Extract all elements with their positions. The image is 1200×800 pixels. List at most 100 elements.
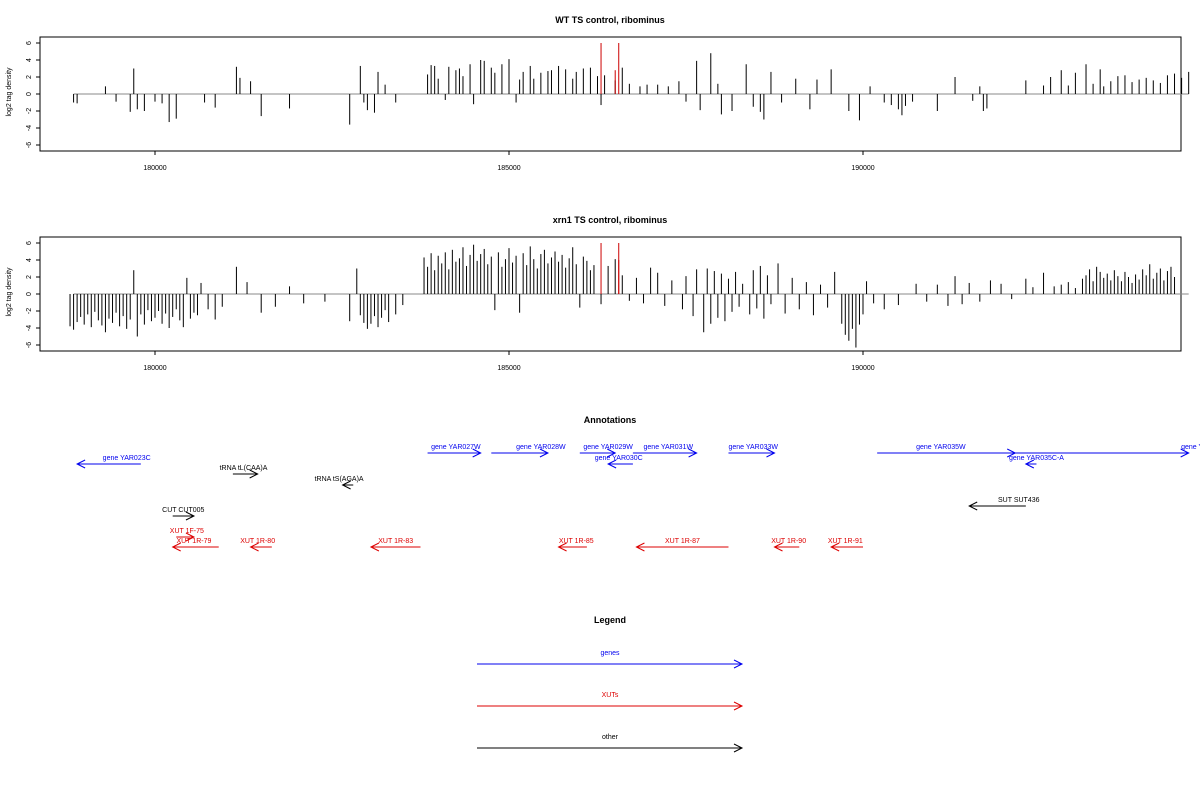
feature-label: XUT 1R-87: [665, 538, 700, 545]
arrow-head: [733, 659, 744, 669]
feature-label: XUT 1R-90: [771, 538, 806, 545]
arrow-head: [369, 542, 380, 552]
arrow-head: [1180, 448, 1190, 458]
x-tick-label: 185000: [497, 165, 520, 172]
y-tick-label: -6: [26, 142, 33, 148]
feature-label: gene YAR023C: [103, 455, 151, 462]
feature-label: gene YAR035C-A: [1009, 455, 1064, 462]
y-axis-label: log2 tag density: [6, 267, 13, 317]
annotation-feature: gene YAR035W: [877, 444, 1017, 458]
panel-wt: WT TS control, ribominus log2 tag densit…: [6, 15, 1190, 172]
annotation-feature: XUT 1R-87: [635, 538, 729, 552]
annotation-feature: XUT 1R-79: [171, 538, 219, 552]
arrow-head: [773, 542, 783, 552]
arrow-head: [607, 459, 617, 469]
annotations-panel: Annotations gene YAR023C tRNA tL(CAA)A tRN…: [76, 415, 1200, 552]
annotation-feature: XUT 1R-80: [240, 538, 275, 552]
arrow-head: [76, 459, 86, 469]
y-tick-label: -6: [26, 342, 33, 348]
arrow-head: [472, 448, 482, 458]
legend-label: XUTs: [602, 692, 619, 699]
arrow-head: [249, 469, 259, 479]
y-tick-label: -2: [26, 308, 33, 314]
arrow-head: [733, 743, 744, 753]
legend-entry: other: [477, 734, 744, 753]
y-tick-label: 2: [26, 275, 33, 279]
arrow-head: [557, 542, 567, 552]
feature-label: XUT 1R-80: [240, 538, 275, 545]
annotation-feature: gene YAR023C: [76, 455, 151, 469]
y-tick-label: 0: [26, 92, 33, 96]
feature-label: gene YAR033W: [728, 444, 778, 451]
arrow-head: [1024, 459, 1035, 469]
panel-title: WT TS control, ribominus: [555, 15, 665, 25]
x-tick-label: 180000: [143, 365, 166, 372]
annotation-feature: gene YAR031W: [632, 444, 698, 458]
plot-area: -6 -4 -2 0 2 4 6 180000 185000 190000: [26, 241, 1189, 372]
feature-label: tRNA tL(CAA)A: [220, 465, 268, 472]
y-tick-label: -4: [26, 125, 33, 131]
annotation-feature: gene YAR030C: [595, 455, 643, 469]
annotation-feature: SUT SUT436: [968, 497, 1040, 511]
annotation-feature: CUT CUT005: [162, 507, 205, 521]
y-tick-label: 4: [26, 258, 33, 262]
annotation-feature: XUT 1R-90: [771, 538, 806, 552]
annotation-feature: gene YAR035C-A: [1009, 455, 1064, 469]
arrow-head: [249, 542, 259, 552]
arrow-head: [830, 542, 840, 552]
legend-label: genes: [600, 650, 620, 657]
annotation-feature: gene YAR029W: [579, 444, 633, 458]
y-tick-label: -4: [26, 325, 33, 331]
annotation-feature: XUT 1R-91: [828, 538, 863, 552]
annotation-feature: XUT 1R-83: [369, 538, 421, 552]
annotation-feature: XUT 1F-75: [170, 528, 204, 542]
y-tick-label: 6: [26, 241, 33, 245]
annotation-features: gene YAR023C tRNA tL(CAA)A tRNA tS(AGA)A CU…: [76, 444, 1200, 552]
feature-label: gene YAR029W: [583, 444, 633, 451]
feature-label: CUT CUT005: [162, 507, 204, 514]
legend-title: Legend: [594, 615, 626, 625]
y-axis-label: log2 tag density: [6, 67, 13, 117]
y-tick-label: 4: [26, 58, 33, 62]
arrow-head: [635, 542, 645, 552]
legend-label: other: [602, 734, 619, 741]
feature-label: XUT 1R-85: [559, 538, 594, 545]
arrow-head: [341, 480, 351, 490]
annotation-feature: gene YAR028W: [491, 444, 566, 458]
feature-label: XUT 1R-79: [176, 538, 211, 545]
feature-label: gene YARC: [1181, 444, 1200, 451]
y-tick-label: 6: [26, 41, 33, 45]
x-tick-label: 190000: [851, 365, 874, 372]
arrow-head: [539, 448, 550, 458]
arrow-head: [733, 701, 744, 711]
annotation-feature: XUT 1R-85: [557, 538, 594, 552]
annotations-title: Annotations: [584, 415, 637, 425]
feature-label: gene YAR027W: [431, 444, 481, 451]
arrow-head: [185, 532, 196, 542]
legend-entry: genes: [477, 650, 744, 669]
feature-label: tRNA tS(AGA)A: [315, 476, 364, 483]
y-tick-label: 2: [26, 75, 33, 79]
arrow-head: [968, 501, 978, 511]
arrow-head: [766, 448, 776, 458]
legend-entries: genes XUTs other: [477, 650, 744, 753]
y-tick-label: 0: [26, 292, 33, 296]
feature-label: gene YAR035W: [916, 444, 966, 451]
annotation-feature: tRNA tL(CAA)A: [220, 465, 268, 479]
y-tick-label: -2: [26, 108, 33, 114]
arrow-head: [688, 448, 698, 458]
x-tick-label: 185000: [497, 365, 520, 372]
x-tick-label: 180000: [143, 165, 166, 172]
arrow-head: [606, 448, 617, 458]
panel-xrn1: xrn1 TS control, ribominus log2 tag dens…: [6, 215, 1189, 372]
legend-entry: XUTs: [477, 692, 744, 711]
annotation-feature: tRNA tS(AGA)A: [315, 476, 364, 490]
feature-label: gene YAR031W: [644, 444, 694, 451]
x-tick-label: 190000: [851, 165, 874, 172]
feature-label: XUT 1F-75: [170, 528, 204, 535]
feature-label: XUT 1R-83: [378, 538, 413, 545]
plot-area: -6 -4 -2 0 2 4 6 180000 185000 190000: [26, 41, 1190, 172]
annotation-feature: gene YAR027W: [427, 444, 482, 458]
feature-label: SUT SUT436: [998, 497, 1040, 504]
